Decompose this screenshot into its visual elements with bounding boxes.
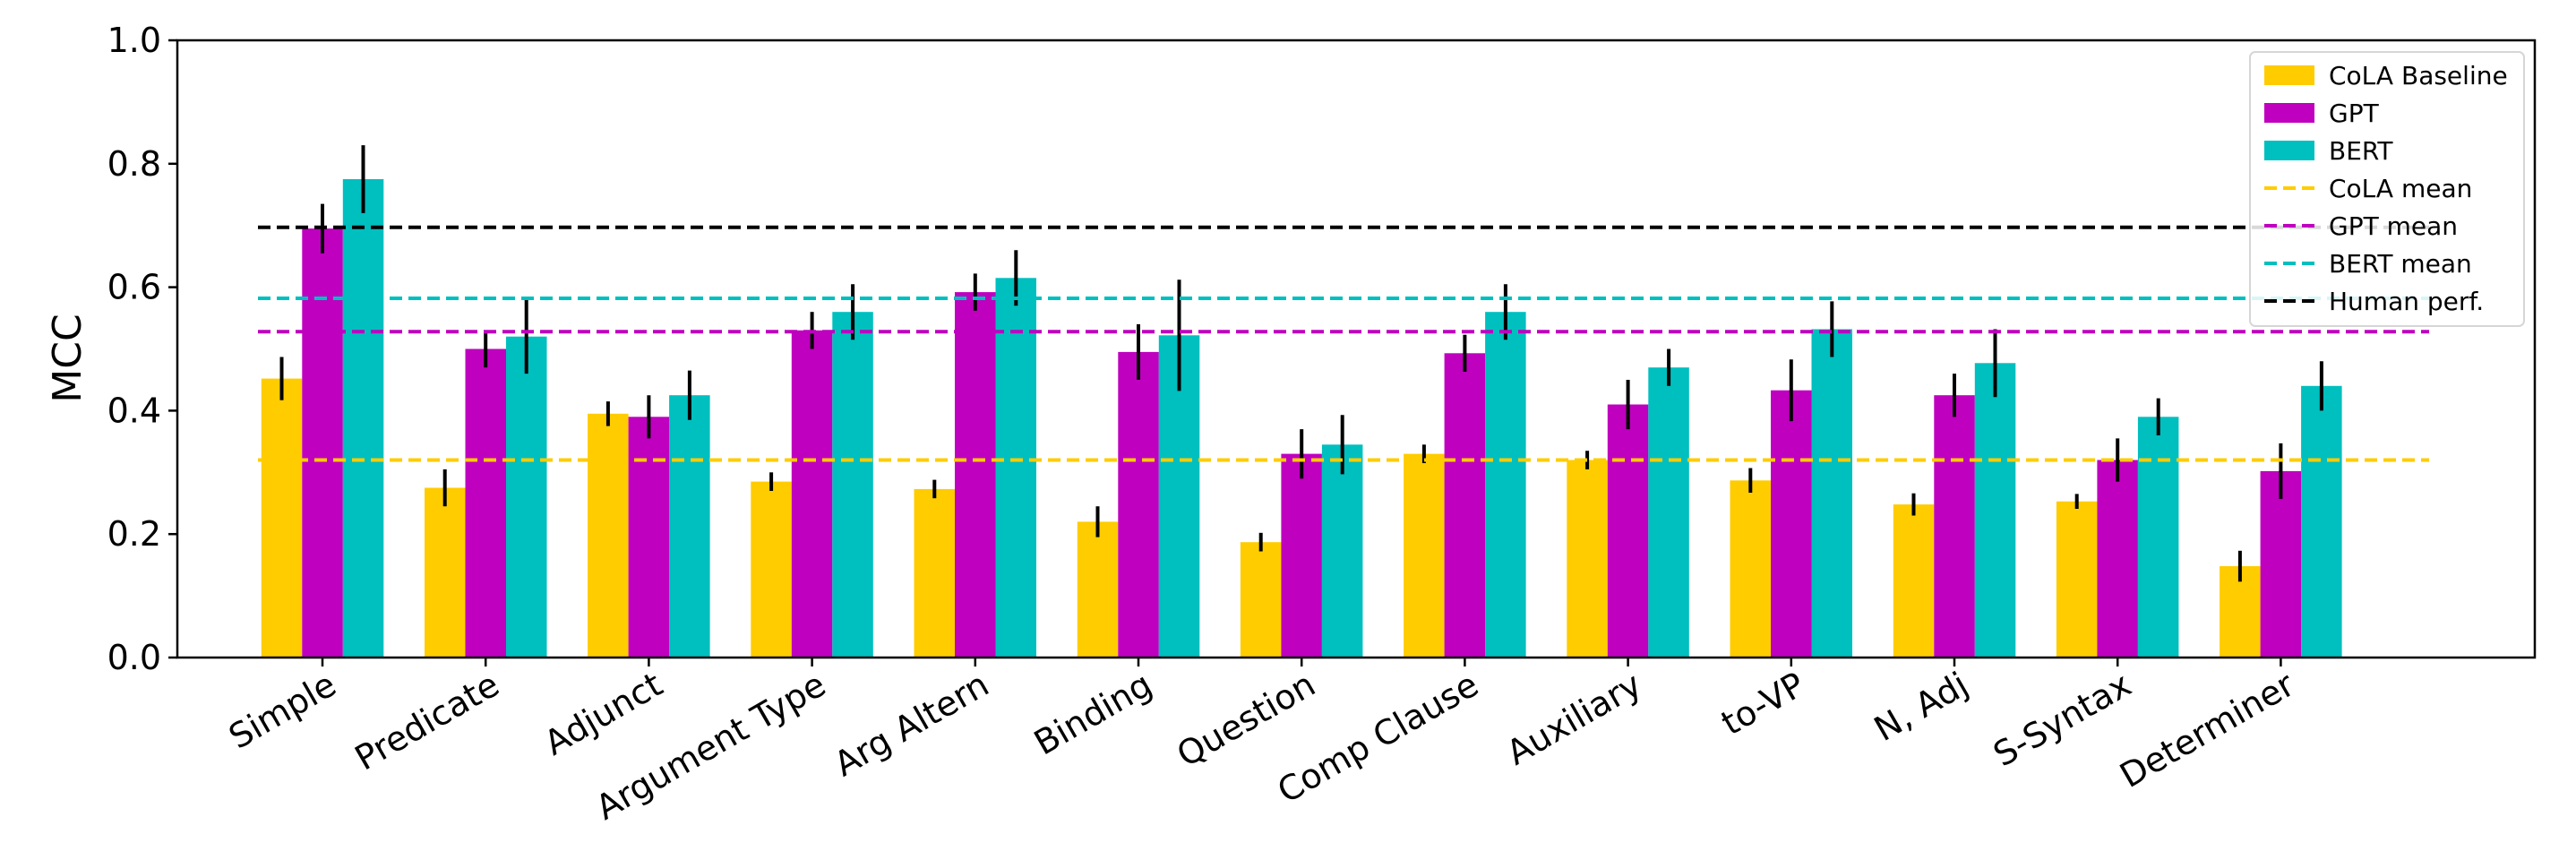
- legend-label: GPT: [2329, 99, 2380, 128]
- bar-gpt: [1771, 390, 1812, 658]
- bar-gpt: [1607, 404, 1649, 658]
- x-tick-label: Adjunct: [537, 665, 669, 763]
- legend-swatch: [2264, 103, 2314, 123]
- bar-bert: [342, 179, 384, 658]
- bar-cola-baseline: [751, 481, 792, 658]
- legend-box: [2249, 51, 2525, 327]
- bar-cola-baseline: [1240, 542, 1282, 658]
- y-tick-label: 0.2: [107, 514, 161, 554]
- bar-gpt: [1934, 395, 1975, 658]
- bar-gpt: [2097, 460, 2138, 658]
- x-tick-label: Question: [1171, 665, 1322, 775]
- legend-label: GPT mean: [2329, 211, 2458, 241]
- legend-label: CoLA Baseline: [2329, 61, 2508, 90]
- legend-label: CoLA mean: [2329, 174, 2472, 203]
- bar-cola-baseline: [588, 413, 629, 658]
- x-tick-label: Simple: [222, 665, 342, 757]
- bar-bert: [1321, 444, 1363, 658]
- legend-label: BERT: [2329, 136, 2393, 166]
- bar-gpt: [465, 348, 506, 658]
- bar-gpt: [1444, 353, 1486, 658]
- y-tick-label: 0.8: [107, 144, 161, 184]
- bar-bert: [1648, 367, 1689, 658]
- x-tick-label: Binding: [1027, 665, 1158, 763]
- bar-bert: [995, 278, 1036, 658]
- bar-bert: [506, 336, 547, 658]
- legend-swatch: [2264, 141, 2314, 160]
- bar-cola-baseline: [1893, 504, 1935, 658]
- bar-gpt: [791, 330, 833, 658]
- x-tick-label: Auxiliary: [1500, 665, 1648, 773]
- bar-cola-baseline: [2056, 501, 2098, 658]
- bar-bert: [1811, 329, 1852, 658]
- bar-gpt: [955, 292, 996, 658]
- bar-gpt: [2260, 470, 2302, 658]
- legend-label: BERT mean: [2329, 249, 2472, 279]
- x-tick-label: to-VP: [1714, 665, 1811, 744]
- bar-cola-baseline: [261, 378, 303, 658]
- bar-bert: [669, 395, 710, 658]
- x-tick-label: Arg Altern: [828, 665, 995, 785]
- x-tick-label: Predicate: [348, 665, 506, 778]
- x-tick-label: S-Syntax: [1987, 665, 2138, 775]
- plot-frame: [176, 39, 2537, 659]
- bar-gpt: [1118, 351, 1159, 658]
- bar-cola-baseline: [1567, 460, 1608, 658]
- bar-gpt: [628, 417, 670, 658]
- y-axis-title: MCC: [45, 314, 90, 402]
- bar-bert: [832, 312, 873, 658]
- y-tick-label: 0.4: [107, 391, 161, 430]
- bar-bert: [2137, 417, 2179, 658]
- y-tick-label: 1.0: [107, 21, 161, 60]
- bar-gpt: [1281, 453, 1322, 658]
- y-tick-label: 0.6: [107, 268, 161, 307]
- bar-cola-baseline: [1730, 480, 1771, 658]
- legend-label: Human perf.: [2329, 287, 2484, 316]
- y-tick-label: 0.0: [107, 638, 161, 677]
- legend-swatch: [2264, 65, 2314, 85]
- x-tick-label: Determiner: [2113, 665, 2301, 796]
- bar-bert: [1974, 363, 2016, 658]
- bar-bert: [1485, 312, 1526, 658]
- bar-gpt: [302, 228, 343, 658]
- legend: CoLA Baseline GPT BERT CoLA mean GPT mean BER…: [2249, 51, 2525, 327]
- plot-area: 0.0 0.2 0.4 0.6 0.8 1.0 Simple Predicate Adjunct…: [107, 21, 2537, 828]
- x-tick-label: N, Adj: [1868, 665, 1975, 749]
- bar-cola-baseline: [425, 487, 466, 658]
- bar-bert: [2301, 385, 2342, 658]
- bar-cola-baseline: [1404, 453, 1445, 658]
- bar-cola-baseline: [914, 488, 955, 658]
- bar-cola-baseline: [1077, 521, 1119, 658]
